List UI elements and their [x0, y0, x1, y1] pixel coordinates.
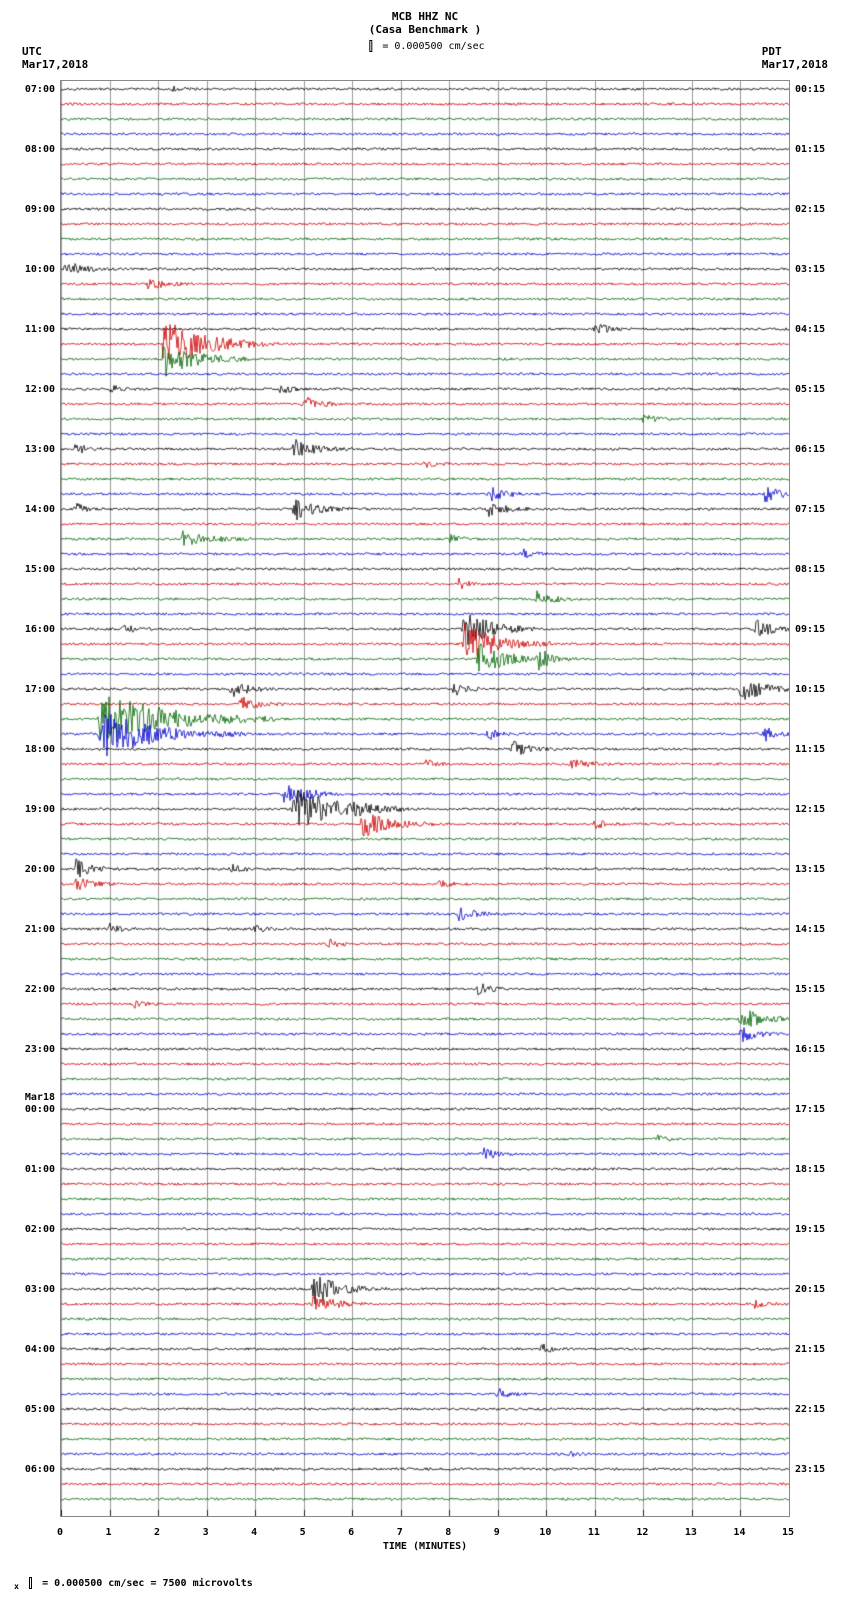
header-left: UTC Mar17,2018 [22, 45, 88, 71]
left-date: Mar17,2018 [22, 58, 88, 71]
header: MCB HHZ NC (Casa Benchmark ) = 0.000500 … [10, 10, 840, 80]
left-time-label: 19:00 [25, 804, 55, 815]
x-tick: 13 [685, 1527, 697, 1538]
left-time-label: 09:00 [25, 204, 55, 215]
x-tick: 10 [539, 1527, 551, 1538]
right-time-label: 12:15 [795, 804, 825, 815]
header-right: PDT Mar17,2018 [762, 45, 828, 71]
right-time-label: 20:15 [795, 1284, 825, 1295]
right-time-label: 22:15 [795, 1404, 825, 1415]
left-time-label: 04:00 [25, 1344, 55, 1355]
right-time-label: 17:15 [795, 1104, 825, 1115]
date-break-label: Mar18 [25, 1092, 55, 1103]
x-tick: 6 [348, 1527, 354, 1538]
right-time-label: 04:15 [795, 324, 825, 335]
right-time-label: 01:15 [795, 144, 825, 155]
right-time-label: 06:15 [795, 444, 825, 455]
left-time-label: 22:00 [25, 984, 55, 995]
x-tick: 1 [106, 1527, 112, 1538]
left-time-label: 01:00 [25, 1164, 55, 1175]
scale-text: = 0.000500 cm/sec [382, 41, 484, 52]
x-axis-title: TIME (MINUTES) [383, 1541, 467, 1552]
x-tick: 8 [445, 1527, 451, 1538]
left-time-label: 11:00 [25, 324, 55, 335]
plot-area: 07:0008:0009:0010:0011:0012:0013:0014:00… [60, 80, 790, 1517]
left-time-label: 16:00 [25, 624, 55, 635]
right-time-label: 19:15 [795, 1224, 825, 1235]
x-tick: 11 [588, 1527, 600, 1538]
x-tick: 14 [733, 1527, 745, 1538]
scale-bar-icon [369, 40, 372, 52]
x-axis: TIME (MINUTES) 0123456789101112131415 [60, 1517, 790, 1557]
right-time-label: 23:15 [795, 1464, 825, 1475]
right-time-label: 05:15 [795, 384, 825, 395]
right-time-label: 16:15 [795, 1044, 825, 1055]
right-time-label: 09:15 [795, 624, 825, 635]
right-time-label: 15:15 [795, 984, 825, 995]
footer: x = 0.000500 cm/sec = 7500 microvolts [10, 1577, 840, 1591]
footer-text: = 0.000500 cm/sec = 7500 microvolts [42, 1578, 253, 1589]
footer-scale-bar-icon [29, 1577, 32, 1589]
left-time-label: 23:00 [25, 1044, 55, 1055]
right-time-label: 11:15 [795, 744, 825, 755]
right-time-label: 03:15 [795, 264, 825, 275]
benchmark: (Casa Benchmark ) [365, 23, 484, 36]
x-tick: 9 [494, 1527, 500, 1538]
right-time-label: 02:15 [795, 204, 825, 215]
station-id: MCB HHZ NC [365, 10, 484, 23]
scale-indicator: = 0.000500 cm/sec [365, 40, 484, 52]
left-time-label: 14:00 [25, 504, 55, 515]
right-time-label: 00:15 [795, 84, 825, 95]
left-time-label: 10:00 [25, 264, 55, 275]
left-time-label: 18:00 [25, 744, 55, 755]
right-time-label: 10:15 [795, 684, 825, 695]
left-time-label: 20:00 [25, 864, 55, 875]
left-time-label: 05:00 [25, 1404, 55, 1415]
header-center: MCB HHZ NC (Casa Benchmark ) = 0.000500 … [365, 10, 484, 52]
x-tick: 2 [154, 1527, 160, 1538]
seismogram-canvas [61, 81, 789, 1516]
right-time-label: 07:15 [795, 504, 825, 515]
left-time-label: 15:00 [25, 564, 55, 575]
left-time-label: 06:00 [25, 1464, 55, 1475]
left-time-label: 13:00 [25, 444, 55, 455]
x-tick: 15 [782, 1527, 794, 1538]
left-time-label: 12:00 [25, 384, 55, 395]
left-time-label: 03:00 [25, 1284, 55, 1295]
left-time-label: 17:00 [25, 684, 55, 695]
left-time-label: 07:00 [25, 84, 55, 95]
right-date: Mar17,2018 [762, 58, 828, 71]
left-time-label: 02:00 [25, 1224, 55, 1235]
x-tick: 5 [300, 1527, 306, 1538]
left-timezone: UTC [22, 45, 88, 58]
right-time-label: 08:15 [795, 564, 825, 575]
x-tick: 7 [397, 1527, 403, 1538]
x-tick: 3 [203, 1527, 209, 1538]
left-time-label: 21:00 [25, 924, 55, 935]
left-time-label: 00:00 [25, 1104, 55, 1115]
right-time-label: 18:15 [795, 1164, 825, 1175]
x-tick: 12 [636, 1527, 648, 1538]
right-time-label: 21:15 [795, 1344, 825, 1355]
x-tick: 0 [57, 1527, 63, 1538]
x-tick: 4 [251, 1527, 257, 1538]
right-timezone: PDT [762, 45, 828, 58]
right-time-label: 14:15 [795, 924, 825, 935]
right-time-label: 13:15 [795, 864, 825, 875]
left-time-label: 08:00 [25, 144, 55, 155]
